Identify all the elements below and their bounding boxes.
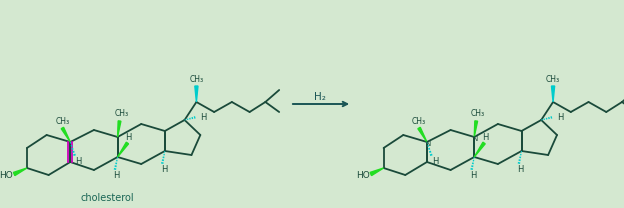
Polygon shape (474, 142, 485, 157)
Text: H: H (114, 172, 120, 181)
Text: HO: HO (356, 171, 370, 180)
Text: CH₃: CH₃ (114, 109, 129, 119)
Text: HO: HO (0, 171, 13, 180)
Text: H: H (125, 132, 132, 141)
Text: N: N (426, 141, 431, 147)
Text: H: H (557, 113, 563, 121)
Text: CH₃: CH₃ (471, 109, 485, 119)
Text: cholesterol: cholesterol (81, 193, 135, 203)
Text: H: H (200, 113, 207, 121)
Polygon shape (13, 168, 27, 176)
Text: CH₃: CH₃ (189, 76, 203, 84)
Polygon shape (370, 168, 384, 176)
Text: CH₃: CH₃ (412, 116, 426, 125)
Polygon shape (474, 121, 477, 137)
Text: H: H (470, 172, 477, 181)
Text: H: H (517, 166, 524, 175)
Text: H: H (432, 157, 438, 166)
Polygon shape (61, 127, 71, 142)
Text: H₂: H₂ (314, 92, 326, 102)
Polygon shape (117, 121, 121, 137)
Text: H: H (161, 166, 167, 175)
Polygon shape (117, 142, 129, 157)
Text: N: N (472, 136, 478, 142)
Text: CH₃: CH₃ (56, 116, 69, 125)
Text: H: H (75, 157, 81, 166)
Text: H: H (482, 132, 488, 141)
Polygon shape (552, 86, 555, 102)
Polygon shape (195, 86, 198, 102)
Polygon shape (418, 127, 427, 142)
Text: CH₃: CH₃ (546, 76, 560, 84)
